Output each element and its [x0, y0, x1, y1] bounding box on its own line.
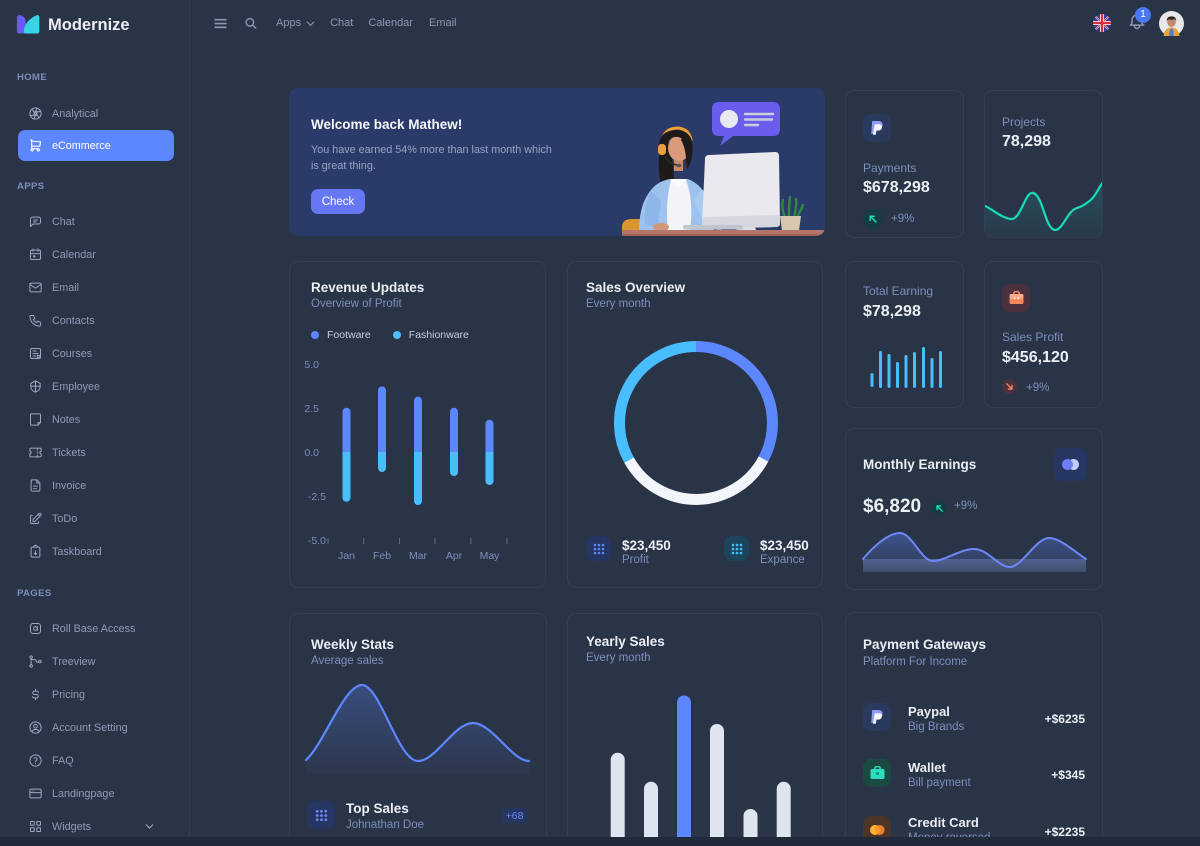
svg-text:Jan: Jan	[338, 550, 355, 562]
svg-text:Apr: Apr	[446, 550, 463, 562]
svg-text:2.5: 2.5	[304, 403, 319, 415]
svg-text:May: May	[480, 550, 501, 562]
svg-text:Mar: Mar	[409, 550, 428, 562]
svg-text:0.0: 0.0	[304, 447, 319, 459]
svg-text:-5.0: -5.0	[308, 535, 326, 547]
svg-text:5.0: 5.0	[304, 359, 319, 371]
svg-text:-2.5: -2.5	[308, 491, 326, 503]
svg-text:Feb: Feb	[373, 550, 391, 562]
